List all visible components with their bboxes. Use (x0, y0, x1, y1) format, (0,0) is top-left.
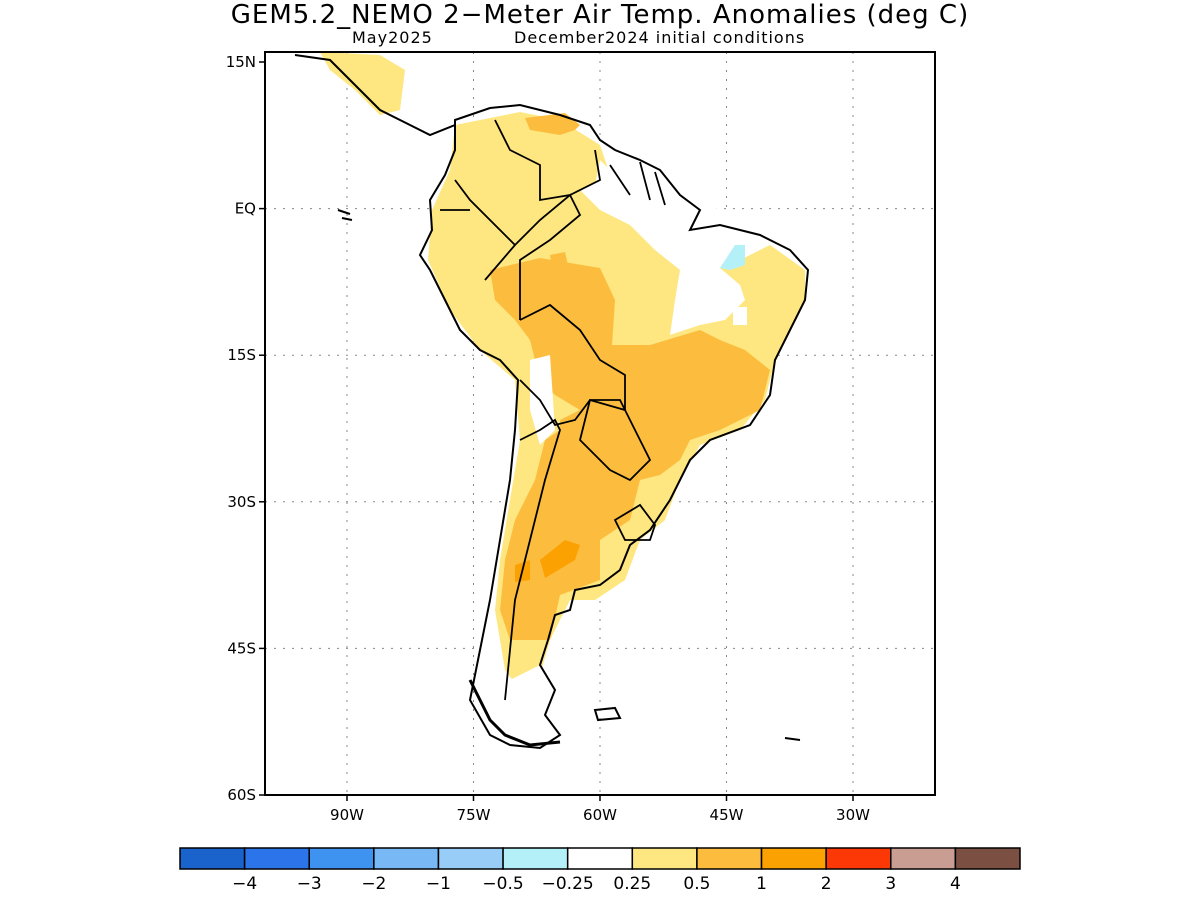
anomaly-0.5-1-central (550, 252, 568, 268)
colorbar-label: −1 (426, 874, 451, 894)
anomaly-neg-0.25 (720, 245, 745, 270)
colorbar-label: −4 (232, 874, 257, 894)
colorbar-swatch (954, 847, 1021, 870)
lat-tick-label: EQ (235, 200, 256, 218)
near-normal-spot (733, 307, 747, 325)
near-normal-ne-brazil (595, 160, 745, 335)
colorbar-swatch (243, 847, 310, 870)
near-normal-chile (530, 355, 555, 445)
lon-tick-label: 75W (457, 806, 491, 824)
colorbar-swatch (696, 847, 763, 870)
colorbar-label: −0.25 (542, 874, 594, 894)
anomaly-1-2 (540, 540, 580, 578)
lat-tick-label: 45S (227, 639, 256, 657)
axis-ticks: 15N EQ 15S 30S 45S 60S 90W 75W 60W 45W 30W (226, 53, 870, 824)
lon-tick-label: 90W (330, 806, 364, 824)
lat-tick-label: 15N (226, 53, 256, 71)
border-andes (504, 418, 561, 701)
south-america-coastline (418, 103, 810, 750)
lat-tick-label: 60S (227, 786, 256, 804)
colorbar-label: 3 (885, 874, 896, 894)
colorbar-swatch (631, 847, 698, 870)
colorbar-swatch (566, 847, 634, 870)
border-brazil-west (484, 193, 582, 320)
colorbar-label: −2 (361, 874, 386, 894)
border-uruguay (613, 503, 657, 541)
lat-tick-label: 30S (227, 493, 256, 511)
colorbar-label: 0.5 (683, 874, 710, 894)
coastlines (294, 54, 810, 750)
lon-tick-label: 30W (836, 806, 870, 824)
colorbar-swatch (437, 847, 504, 870)
colorbar-swatch (760, 847, 827, 870)
near-normal-patagonia (495, 665, 560, 745)
colorbar-label: 1 (756, 874, 767, 894)
tierra-del-fuego (468, 679, 561, 747)
lon-tick-label: 45W (710, 806, 744, 824)
border-paraguay (579, 399, 652, 482)
map-title: GEM5.2_NEMO 2−Meter Air Temp. Anomalies … (230, 0, 970, 30)
galapagos (337, 209, 353, 221)
anomaly-0.5-1-north (525, 113, 580, 135)
central-america-coastline (294, 54, 456, 137)
colorbar: −4 −3 −2 −1 −0.5 −0.25 0.25 0.5 1 2 3 4 (179, 847, 1021, 894)
colorbar-swatch (825, 847, 892, 870)
falklands (593, 706, 622, 722)
colorbar-label: 4 (950, 874, 961, 894)
lat-tick-label: 15S (227, 346, 256, 364)
initial-conditions: December2024 initial conditions (514, 28, 806, 47)
lon-tick-label: 60W (583, 806, 617, 824)
border-venezuela (494, 119, 601, 202)
border-colombia (440, 179, 516, 246)
colorbar-label: 2 (821, 874, 832, 894)
anomaly-central-america (320, 52, 405, 115)
colorbar-label: 0.25 (613, 874, 651, 894)
border-guianas (609, 161, 666, 206)
colorbar-swatch (308, 847, 375, 870)
south-georgia (784, 737, 801, 741)
colorbar-swatch (179, 847, 246, 870)
colorbar-swatch (502, 847, 569, 870)
forecast-month: May2025 (352, 28, 433, 47)
colorbar-swatch (373, 847, 440, 870)
colorbar-swatch (890, 847, 957, 870)
colorbar-label: −3 (297, 874, 322, 894)
colorbar-label: −0.5 (482, 874, 523, 894)
anomaly-field (320, 52, 810, 745)
